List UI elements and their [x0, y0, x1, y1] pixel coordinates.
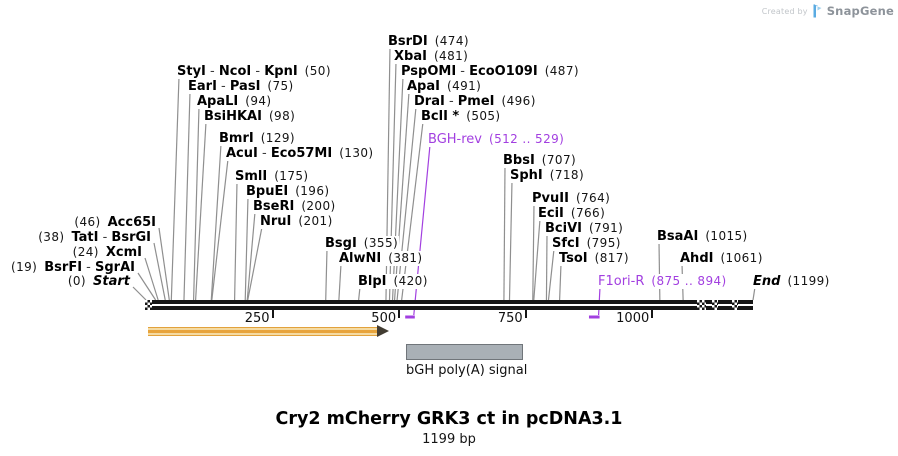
- site-label-acc65i[interactable]: (46) Acc65I: [73, 215, 157, 230]
- axis-tick-label: 750: [497, 311, 523, 326]
- site-label-alwni[interactable]: AlwNI (381): [338, 251, 424, 266]
- axis-tick-label: 500: [371, 311, 397, 326]
- site-label-apali[interactable]: ApaLI (94): [196, 94, 273, 109]
- sequence-hatch-segment: [712, 300, 718, 310]
- site-label-tsoi[interactable]: TsoI (817): [558, 251, 630, 266]
- axis-tick: [651, 310, 654, 318]
- site-label-smli[interactable]: SmlI (175): [234, 169, 310, 184]
- site-label-bmri[interactable]: BmrI (129): [218, 131, 296, 146]
- site-label-pvuii[interactable]: PvuII (764): [531, 191, 612, 206]
- snapgene-logo-icon: [812, 4, 823, 18]
- axis-tick-label: 1000: [616, 311, 650, 326]
- site-label-nrui[interactable]: NruI (201): [259, 214, 334, 229]
- site-label-bsrdi[interactable]: BsrDI (474): [387, 34, 470, 49]
- site-label-blpi[interactable]: BlpI (420): [357, 274, 429, 289]
- site-label-bsaai[interactable]: BsaAI (1015): [656, 229, 749, 244]
- site-label-f1ori-r[interactable]: F1ori-R (875 .. 894): [597, 274, 728, 289]
- site-label-sfci[interactable]: SfcI (795): [551, 236, 622, 251]
- site-label-ecii[interactable]: EciI (766): [537, 206, 607, 221]
- axis-tick-label: 250: [244, 311, 270, 326]
- axis-tick: [398, 310, 401, 318]
- site-label-xbai[interactable]: XbaI (481): [393, 49, 470, 64]
- site-label-bcivi[interactable]: BciVI (791): [544, 221, 625, 236]
- site-label-acui[interactable]: AcuI - Eco57MI (130): [225, 146, 375, 161]
- snapgene-brand-text: SnapGene: [826, 4, 894, 18]
- site-label-bsihkai[interactable]: BsiHKAI (98): [203, 109, 297, 124]
- site-label-apai[interactable]: ApaI (491): [406, 79, 483, 94]
- orf-feature-arrow[interactable]: [148, 326, 378, 336]
- orf-feature-arrowhead[interactable]: [377, 325, 389, 337]
- site-label-bcli-[interactable]: BclI * (505): [420, 109, 502, 124]
- site-label-drai[interactable]: DraI - PmeI (496): [413, 94, 537, 109]
- site-label-bseri[interactable]: BseRI (200): [252, 199, 337, 214]
- site-label-eari[interactable]: EarI - PasI (75): [187, 79, 295, 94]
- site-label-bpuei[interactable]: BpuEI (196): [245, 184, 331, 199]
- map-title: Cry2 mCherry GRK3 ct in pcDNA3.1: [275, 409, 623, 429]
- site-label-sphi[interactable]: SphI (718): [509, 168, 586, 183]
- axis-tick: [271, 310, 274, 318]
- snapgene-watermark: Created by SnapGene: [762, 4, 894, 18]
- site-label-end[interactable]: End (1199): [752, 274, 831, 289]
- map-length: 1199 bp: [422, 432, 476, 447]
- site-label-bgh-rev[interactable]: BGH-rev (512 .. 529): [427, 132, 566, 147]
- bgh-polya-feature-label: bGH poly(A) signal: [406, 363, 528, 378]
- created-by-text: Created by: [761, 6, 808, 16]
- site-label-bsgi[interactable]: BsgI (355): [324, 236, 400, 251]
- sequence-hatch-segment: [145, 300, 152, 310]
- site-label-xcmi[interactable]: (24) XcmI: [71, 245, 143, 260]
- bgh-polya-feature-box[interactable]: [406, 344, 523, 360]
- sequence-hatch-segment: [697, 300, 706, 310]
- title-block: Cry2 mCherry GRK3 ct in pcDNA3.1 1199 bp: [0, 409, 898, 447]
- site-label-styi[interactable]: StyI - NcoI - KpnI (50): [176, 64, 332, 79]
- site-label-bsrfi[interactable]: (19) BsrFI - SgrAI: [10, 260, 136, 275]
- site-label-ahdi[interactable]: AhdI (1061): [679, 251, 764, 266]
- site-label-tati[interactable]: (38) TatI - BsrGI: [37, 230, 152, 245]
- site-label-pspomi[interactable]: PspOMI - EcoO109I (487): [400, 64, 580, 79]
- sequence-line[interactable]: [146, 300, 753, 310]
- site-label-start[interactable]: (0) Start: [66, 274, 131, 289]
- site-label-bbsi[interactable]: BbsI (707): [502, 153, 578, 168]
- axis-tick: [524, 310, 527, 318]
- sequence-hatch-segment: [732, 300, 738, 310]
